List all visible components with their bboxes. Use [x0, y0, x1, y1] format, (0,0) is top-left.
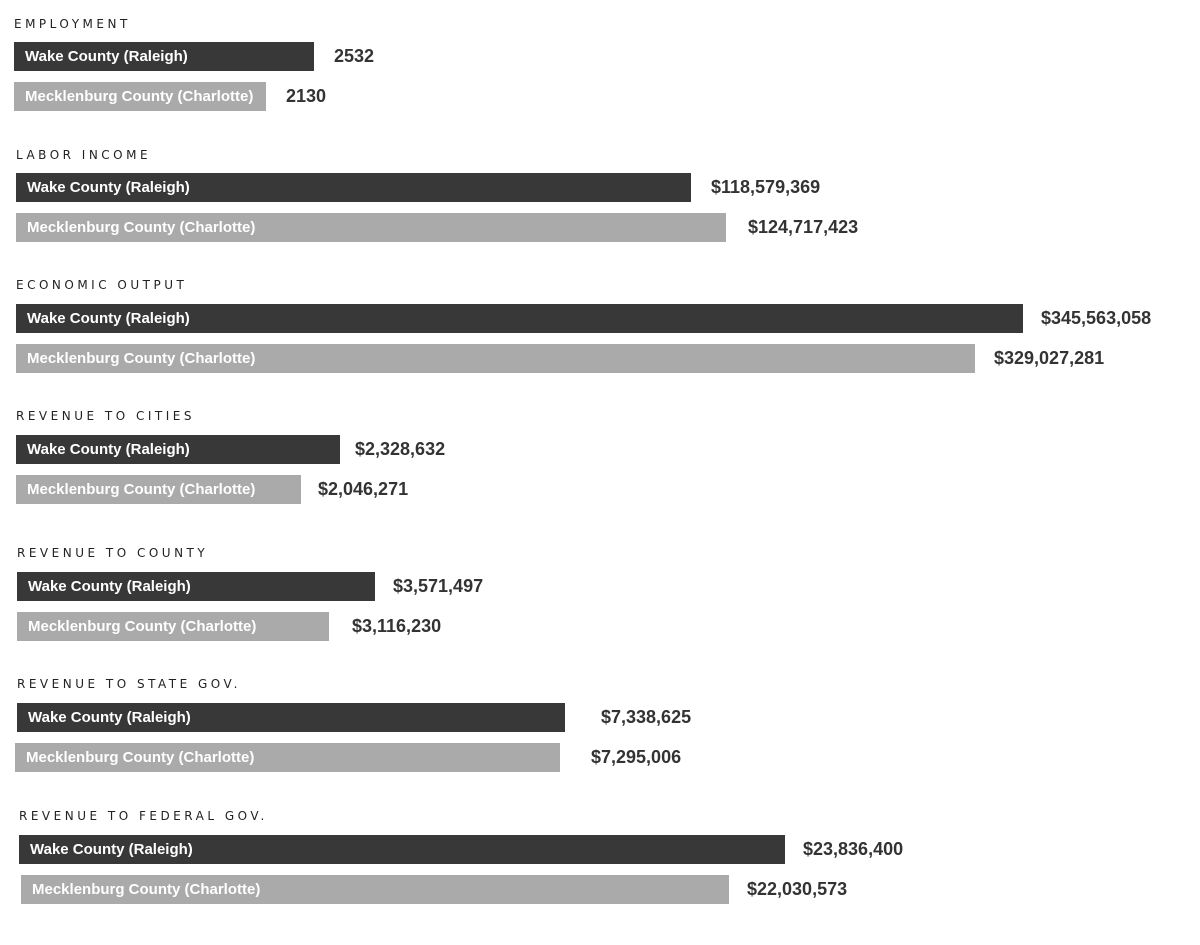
bar-mecklenburg-county: Mecklenburg County (Charlotte) [14, 82, 266, 111]
bar-series-label: Wake County (Raleigh) [30, 841, 193, 858]
bar-series-label: Mecklenburg County (Charlotte) [27, 481, 256, 498]
bar-value-label: $7,338,625 [601, 707, 692, 727]
section-title: EMPLOYMENT [14, 17, 131, 31]
bar-series-label: Wake County (Raleigh) [28, 709, 191, 726]
bar-wake-county: Wake County (Raleigh) [16, 435, 340, 464]
bar-value-label: $3,571,497 [393, 576, 484, 596]
bar-series-label: Mecklenburg County (Charlotte) [25, 88, 254, 105]
bar-value-label: $118,579,369 [711, 177, 821, 197]
bar-series-label: Mecklenburg County (Charlotte) [32, 881, 261, 898]
section-title: REVENUE TO COUNTY [17, 546, 209, 560]
bar-value-label: $22,030,573 [747, 879, 848, 899]
bar-series-label: Mecklenburg County (Charlotte) [28, 618, 257, 635]
section-title: LABOR INCOME [16, 148, 152, 162]
bar-value-label: $2,328,632 [355, 439, 446, 459]
bar-series-label: Mecklenburg County (Charlotte) [26, 749, 255, 766]
bar-series-label: Wake County (Raleigh) [25, 48, 188, 65]
bar-wake-county: Wake County (Raleigh) [19, 835, 785, 864]
section-title: REVENUE TO CITIES [16, 409, 195, 423]
bar-series-label: Mecklenburg County (Charlotte) [27, 350, 256, 367]
bar-mecklenburg-county: Mecklenburg County (Charlotte) [21, 875, 729, 904]
bar-mecklenburg-county: Mecklenburg County (Charlotte) [16, 475, 301, 504]
bar-series-label: Mecklenburg County (Charlotte) [27, 219, 256, 236]
bar-mecklenburg-county: Mecklenburg County (Charlotte) [17, 612, 329, 641]
bar-value-label: $7,295,006 [591, 747, 682, 767]
bar-value-label: $23,836,400 [803, 839, 904, 859]
bar-mecklenburg-county: Mecklenburg County (Charlotte) [15, 743, 560, 772]
bar-wake-county: Wake County (Raleigh) [17, 703, 565, 732]
bar-wake-county: Wake County (Raleigh) [16, 304, 1023, 333]
bar-mecklenburg-county: Mecklenburg County (Charlotte) [16, 344, 975, 373]
bar-value-label: $3,116,230 [352, 616, 442, 636]
bar-series-label: Wake County (Raleigh) [27, 441, 190, 458]
bar-value-label: $329,027,281 [994, 348, 1105, 368]
bar-series-label: Wake County (Raleigh) [27, 179, 190, 196]
bar-series-label: Wake County (Raleigh) [28, 578, 191, 595]
bar-value-label: 2130 [286, 86, 327, 106]
bar-value-label: $124,717,423 [748, 217, 859, 237]
section-title: REVENUE TO STATE GOV. [17, 677, 241, 691]
bar-value-label: 2532 [334, 46, 375, 66]
section-title: REVENUE TO FEDERAL GOV. [19, 809, 268, 823]
section-title: ECONOMIC OUTPUT [16, 278, 188, 292]
bar-value-label: $345,563,058 [1041, 308, 1152, 328]
bar-wake-county: Wake County (Raleigh) [16, 173, 691, 202]
bar-mecklenburg-county: Mecklenburg County (Charlotte) [16, 213, 726, 242]
bar-value-label: $2,046,271 [318, 479, 409, 499]
bar-wake-county: Wake County (Raleigh) [17, 572, 375, 601]
bar-wake-county: Wake County (Raleigh) [14, 42, 314, 71]
bar-series-label: Wake County (Raleigh) [27, 310, 190, 327]
